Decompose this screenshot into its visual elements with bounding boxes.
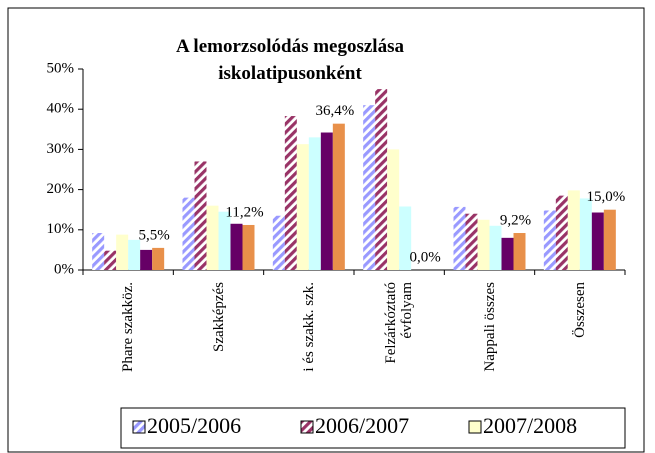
bar	[387, 149, 400, 270]
bar	[242, 224, 255, 270]
x-tick-label: Nappali összes	[481, 282, 498, 372]
y-tick-label: 0%	[54, 261, 74, 277]
data-label: 11,2%	[225, 204, 263, 220]
legend-swatch	[300, 420, 314, 434]
legend-box	[120, 407, 626, 449]
data-label: 15,0%	[586, 189, 625, 205]
legend-swatch	[132, 420, 146, 434]
x-tick-label: Felzárkóztató évfolyam	[383, 282, 416, 364]
bar	[272, 215, 285, 270]
x-tick-label: Phare szakköz.	[120, 282, 137, 372]
bar	[308, 137, 321, 270]
bar	[399, 206, 412, 270]
chart-title: A lemorzsolódás megoszlása iskolatipuson…	[176, 36, 404, 84]
bar	[453, 206, 466, 270]
y-tick-label: 40%	[47, 101, 75, 117]
x-tick-label: Összesen	[571, 282, 588, 338]
bar	[182, 197, 195, 270]
legend-swatch	[468, 420, 482, 434]
bar	[230, 223, 243, 270]
bar	[477, 219, 490, 270]
x-tick-label: Szakképzés	[210, 282, 227, 352]
bar	[320, 132, 333, 270]
y-tick-label: 30%	[47, 141, 75, 157]
bar	[567, 190, 580, 270]
bar	[591, 212, 604, 270]
bar	[152, 247, 165, 270]
x-tick-label: i és szakk. szk.	[300, 282, 317, 372]
data-label: 9,2%	[500, 212, 531, 228]
data-label: 36,4%	[315, 103, 354, 119]
data-label: 5,5%	[139, 227, 170, 243]
bar	[194, 161, 207, 270]
bar	[555, 195, 568, 270]
bar	[140, 249, 153, 270]
chart-border	[7, 7, 645, 453]
bar	[296, 144, 309, 270]
bar	[284, 116, 297, 270]
bar	[375, 89, 388, 270]
bar	[104, 250, 117, 270]
bar	[92, 233, 105, 270]
bar	[579, 198, 592, 270]
bar	[543, 210, 556, 270]
bar	[128, 239, 141, 270]
bar	[465, 213, 478, 270]
bar	[501, 237, 514, 270]
bar	[116, 234, 129, 270]
bar	[513, 233, 526, 270]
legend-label: 2005/2006	[147, 413, 241, 438]
bar	[206, 205, 219, 270]
bar	[363, 105, 376, 271]
legend-label: 2006/2007	[315, 413, 409, 438]
bar	[332, 123, 345, 270]
bar	[218, 211, 231, 270]
bar	[489, 225, 502, 270]
legend-label: 2007/2008	[483, 413, 577, 438]
y-tick-label: 20%	[47, 181, 75, 197]
bar	[603, 209, 616, 270]
data-label: 0,0%	[410, 249, 441, 265]
y-tick-label: 10%	[47, 221, 75, 237]
y-tick-label: 50%	[47, 60, 75, 76]
